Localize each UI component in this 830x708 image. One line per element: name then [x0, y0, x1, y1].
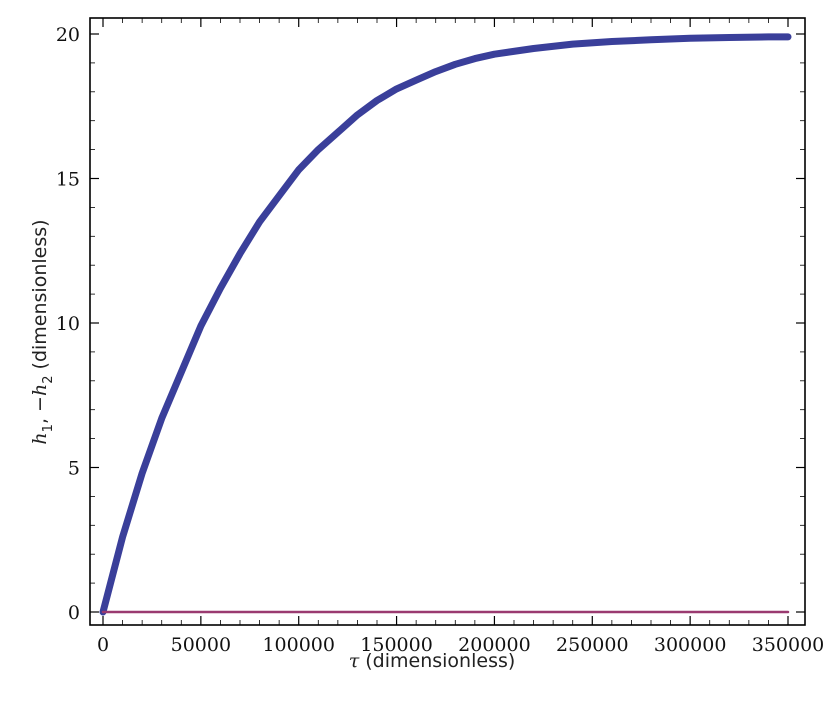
x-tick-label: 250000: [556, 634, 629, 656]
y-tick-label: 20: [56, 24, 80, 46]
x-axis-tau: τ: [349, 650, 360, 672]
x-tick-label: 0: [97, 634, 109, 656]
x-tick-label: 200000: [458, 634, 531, 656]
y-axis-sep: , −: [29, 396, 51, 424]
y-tick-label: 0: [68, 602, 80, 624]
series-h1-line: [99, 33, 792, 616]
y-axis-unit: (dimensionless): [29, 219, 51, 375]
x-tick-label: 50000: [171, 634, 231, 656]
y-axis-h2: h: [29, 384, 51, 396]
y-tick-label: 5: [68, 458, 80, 480]
x-axis-title: τ (dimensionless): [349, 650, 516, 672]
series-layer: [99, 33, 792, 616]
plot-frame: [89, 17, 806, 626]
x-tick-label: 150000: [360, 634, 433, 656]
x-tick-label: 350000: [752, 634, 825, 656]
tick-marks: [90, 18, 805, 625]
y-tick-label: 10: [56, 313, 80, 335]
y-axis-h1: h: [29, 432, 51, 444]
x-tick-label: 100000: [262, 634, 335, 656]
y-tick-label: 15: [56, 169, 80, 191]
y-axis-title: h1, −h2 (dimensionless): [29, 219, 56, 444]
y-axis-sub2: 2: [41, 376, 56, 384]
x-axis-unit: (dimensionless): [359, 650, 515, 672]
y-axis-sub1: 1: [41, 424, 56, 432]
x-tick-label: 300000: [654, 634, 727, 656]
tick-labels: 0 50000 100000 150000 200000 250000 300000 3500…: [56, 24, 824, 656]
